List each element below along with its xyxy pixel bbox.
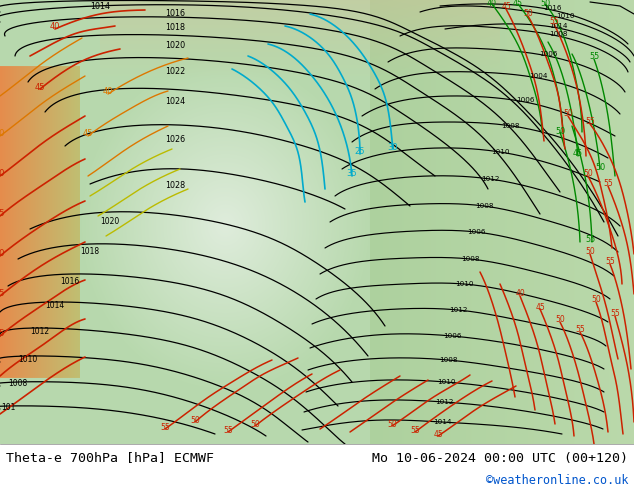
Text: 55: 55 [0, 329, 5, 339]
Text: 1018: 1018 [165, 24, 185, 32]
Text: 50: 50 [591, 295, 601, 304]
Text: 1012: 1012 [449, 307, 467, 313]
Text: 1008: 1008 [549, 31, 567, 37]
Text: 40: 40 [49, 23, 60, 31]
Text: ©weatheronline.co.uk: ©weatheronline.co.uk [486, 473, 628, 487]
Text: 1008: 1008 [461, 256, 479, 262]
Text: 1006: 1006 [443, 333, 462, 339]
Text: 40: 40 [0, 170, 5, 178]
Text: 45: 45 [83, 129, 93, 139]
Text: 55: 55 [603, 179, 613, 189]
Text: 1004: 1004 [529, 73, 547, 79]
Text: 50: 50 [250, 419, 260, 428]
Text: 55: 55 [610, 310, 620, 318]
Text: 101: 101 [1, 402, 15, 412]
Text: 1016: 1016 [165, 9, 185, 19]
Text: 40: 40 [0, 129, 5, 139]
Text: 35: 35 [347, 170, 358, 178]
Text: 1024: 1024 [165, 98, 185, 106]
Text: 1014: 1014 [433, 419, 451, 425]
Text: 1010: 1010 [491, 149, 509, 155]
Text: 1014: 1014 [549, 23, 567, 29]
Text: 40: 40 [515, 290, 525, 298]
Text: 50: 50 [595, 163, 605, 172]
Text: 45: 45 [0, 210, 5, 219]
Text: 1012: 1012 [481, 176, 499, 182]
Text: 45: 45 [513, 0, 523, 8]
Text: 50: 50 [555, 316, 565, 324]
Text: 1018: 1018 [81, 247, 100, 256]
Text: 50: 50 [585, 247, 595, 256]
Text: 25: 25 [355, 147, 365, 156]
Text: 1006: 1006 [539, 51, 557, 57]
Text: 1008: 1008 [475, 203, 493, 209]
Text: 40: 40 [487, 0, 497, 8]
Text: 1026: 1026 [165, 134, 185, 144]
Text: 1006: 1006 [467, 229, 485, 235]
Text: 1016: 1016 [60, 277, 80, 287]
Text: 1012: 1012 [30, 327, 49, 337]
Text: 55: 55 [549, 18, 559, 26]
Text: 50: 50 [583, 170, 593, 178]
Text: 55: 55 [585, 118, 595, 126]
Text: 1010: 1010 [556, 13, 574, 19]
Text: 50: 50 [563, 109, 573, 119]
Text: 1010: 1010 [437, 379, 455, 385]
Text: 1020: 1020 [100, 218, 120, 226]
Text: 1008: 1008 [8, 379, 28, 389]
Text: 50: 50 [0, 249, 5, 259]
Text: 45: 45 [535, 302, 545, 312]
Text: 45: 45 [573, 149, 583, 158]
Text: 45: 45 [501, 2, 511, 11]
Text: 50: 50 [190, 416, 200, 424]
Text: 1014: 1014 [90, 2, 110, 11]
Text: 55: 55 [410, 425, 420, 435]
Text: 1010: 1010 [18, 354, 37, 364]
Text: 55: 55 [605, 258, 615, 267]
Text: 1010: 1010 [455, 281, 473, 287]
Text: 1008: 1008 [501, 123, 519, 129]
Text: 1012: 1012 [435, 399, 453, 405]
Text: 50: 50 [540, 0, 550, 8]
Text: 55: 55 [160, 422, 170, 432]
Text: 55: 55 [223, 425, 233, 435]
Text: 50: 50 [387, 419, 397, 428]
Text: 55: 55 [575, 325, 585, 335]
Text: 45: 45 [433, 430, 443, 439]
Text: 1014: 1014 [46, 301, 65, 311]
Text: 1016: 1016 [543, 5, 561, 11]
Text: 55: 55 [585, 236, 595, 245]
Text: 30: 30 [387, 143, 398, 151]
Text: 1020: 1020 [165, 42, 185, 50]
Text: Mo 10-06-2024 00:00 UTC (00+120): Mo 10-06-2024 00:00 UTC (00+120) [372, 451, 628, 465]
Text: 1008: 1008 [439, 357, 457, 363]
Text: 55: 55 [589, 52, 599, 62]
Text: 1022: 1022 [165, 68, 185, 76]
Text: 1028: 1028 [165, 181, 185, 191]
Text: 55: 55 [0, 290, 5, 298]
Text: 1006: 1006 [515, 97, 534, 103]
Text: 50: 50 [555, 127, 565, 137]
Text: 45: 45 [35, 82, 45, 92]
Text: 40: 40 [103, 88, 113, 97]
Text: Theta-e 700hPa [hPa] ECMWF: Theta-e 700hPa [hPa] ECMWF [6, 451, 214, 465]
Text: 50: 50 [523, 9, 533, 19]
